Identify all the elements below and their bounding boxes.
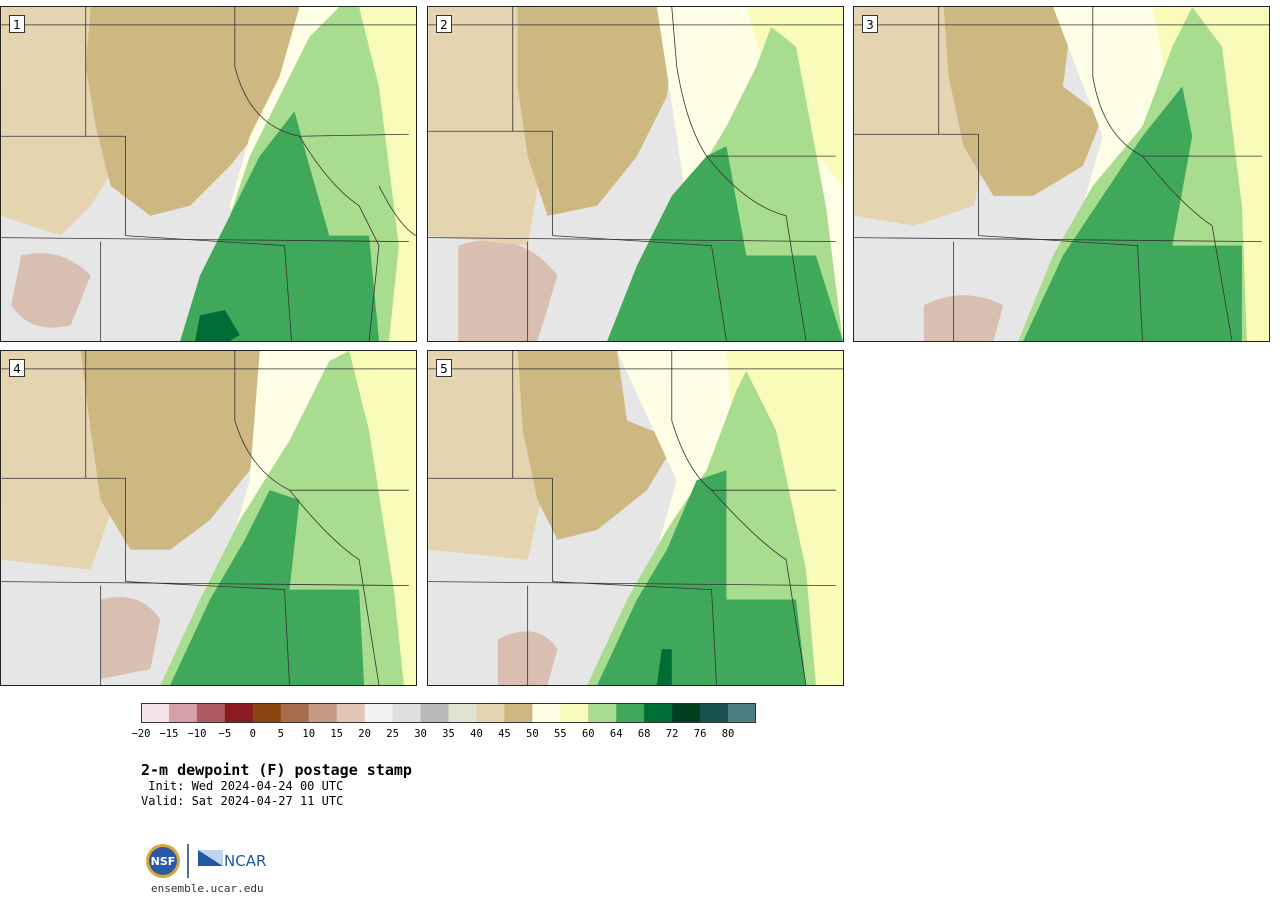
colorbar-swatch: [644, 703, 673, 723]
map-panel-4: 4: [0, 350, 417, 686]
panel-label: 5: [436, 359, 452, 377]
panel-label: 4: [9, 359, 25, 377]
colorbar-tick-label: 64: [609, 728, 623, 740]
dewpoint-map-1: [1, 7, 416, 341]
colorbar-swatch: [252, 703, 282, 723]
colorbar-tick-label: 0: [249, 728, 256, 740]
colorbar-tick-label: −10: [187, 728, 207, 740]
colorbar-tick-label: 45: [498, 728, 511, 740]
panel-label: 2: [436, 15, 452, 33]
colorbar-swatch: [280, 703, 310, 723]
colorbar-swatch: [448, 703, 477, 723]
colorbar-tick-label: 35: [442, 728, 455, 740]
figure-title: 2-m dewpoint (F) postage stamp: [141, 761, 412, 779]
colorbar-tick-label: 50: [526, 728, 539, 740]
map-panel-5: 5: [427, 350, 844, 686]
colorbar-swatch: [141, 703, 170, 723]
colorbar-tick-label: 68: [637, 728, 651, 740]
nsf-ncar-logos: NSF NCAR: [146, 844, 266, 878]
ncar-logo-text: NCAR: [224, 852, 266, 870]
website-url: ensemble.ucar.edu: [151, 882, 264, 895]
colorbar-swatch: [700, 703, 729, 723]
colorbar-swatch: [420, 703, 449, 723]
colorbar-tick-label: 10: [302, 728, 316, 740]
nsf-logo-text: NSF: [151, 855, 176, 868]
map-panel-1: 1: [0, 6, 417, 342]
colorbar-tick-label: −5: [218, 728, 232, 740]
colorbar-swatch: [532, 703, 561, 723]
colorbar-tick-label: 60: [581, 728, 595, 740]
colorbar-swatch: [224, 703, 254, 723]
colorbar-swatch: [168, 703, 198, 723]
colorbar-tick-label: 5: [277, 728, 284, 740]
dewpoint-map-5: [428, 351, 843, 685]
map-panel-2: 2: [427, 6, 844, 342]
init-time: Init: Wed 2024-04-24 00 UTC: [141, 779, 344, 793]
colorbar-tick-label: 25: [386, 728, 399, 740]
colorbar-tick-label: 30: [414, 728, 427, 740]
colorbar-tick-label: −15: [159, 728, 179, 740]
colorbar-swatch: [392, 703, 421, 723]
colorbar-tick-label: 76: [693, 728, 707, 740]
colorbar-swatch: [364, 703, 393, 723]
dewpoint-map-3: [854, 7, 1269, 341]
colorbar-swatch: [504, 703, 533, 723]
dewpoint-colorbar: [141, 703, 756, 723]
ncar-logo: NCAR: [198, 850, 266, 870]
nsf-logo: NSF: [146, 844, 180, 878]
colorbar-swatch: [336, 703, 365, 723]
colorbar-swatch: [308, 703, 337, 723]
colorbar-tick-label: 80: [721, 728, 735, 740]
colorbar-tick-label: −20: [131, 728, 151, 740]
colorbar-swatch: [616, 703, 645, 723]
colorbar-tick-labels: −20 −15 −10 −5 0 5 10 15 20 25 30 35 40 45 50 55 60 64 68 7…: [132, 728, 781, 742]
colorbar-tick-label: 20: [358, 728, 371, 740]
colorbar-swatch: [196, 703, 226, 723]
dewpoint-map-2: [428, 7, 843, 341]
colorbar-swatch: [588, 703, 617, 723]
colorbar-tick-label: 15: [330, 728, 343, 740]
colorbar-tick-label: 40: [470, 728, 483, 740]
dewpoint-map-4: [1, 351, 416, 685]
panel-label: 3: [862, 15, 878, 33]
colorbar-swatch: [672, 703, 701, 723]
colorbar-swatch: [560, 703, 589, 723]
map-panel-3: 3: [853, 6, 1270, 342]
panel-label: 1: [9, 15, 25, 33]
valid-time: Valid: Sat 2024-04-27 11 UTC: [141, 794, 344, 808]
colorbar-swatch: [728, 703, 756, 723]
colorbar-swatch: [476, 703, 505, 723]
colorbar-tick-label: 72: [665, 728, 679, 740]
colorbar-tick-label: 55: [553, 728, 567, 740]
